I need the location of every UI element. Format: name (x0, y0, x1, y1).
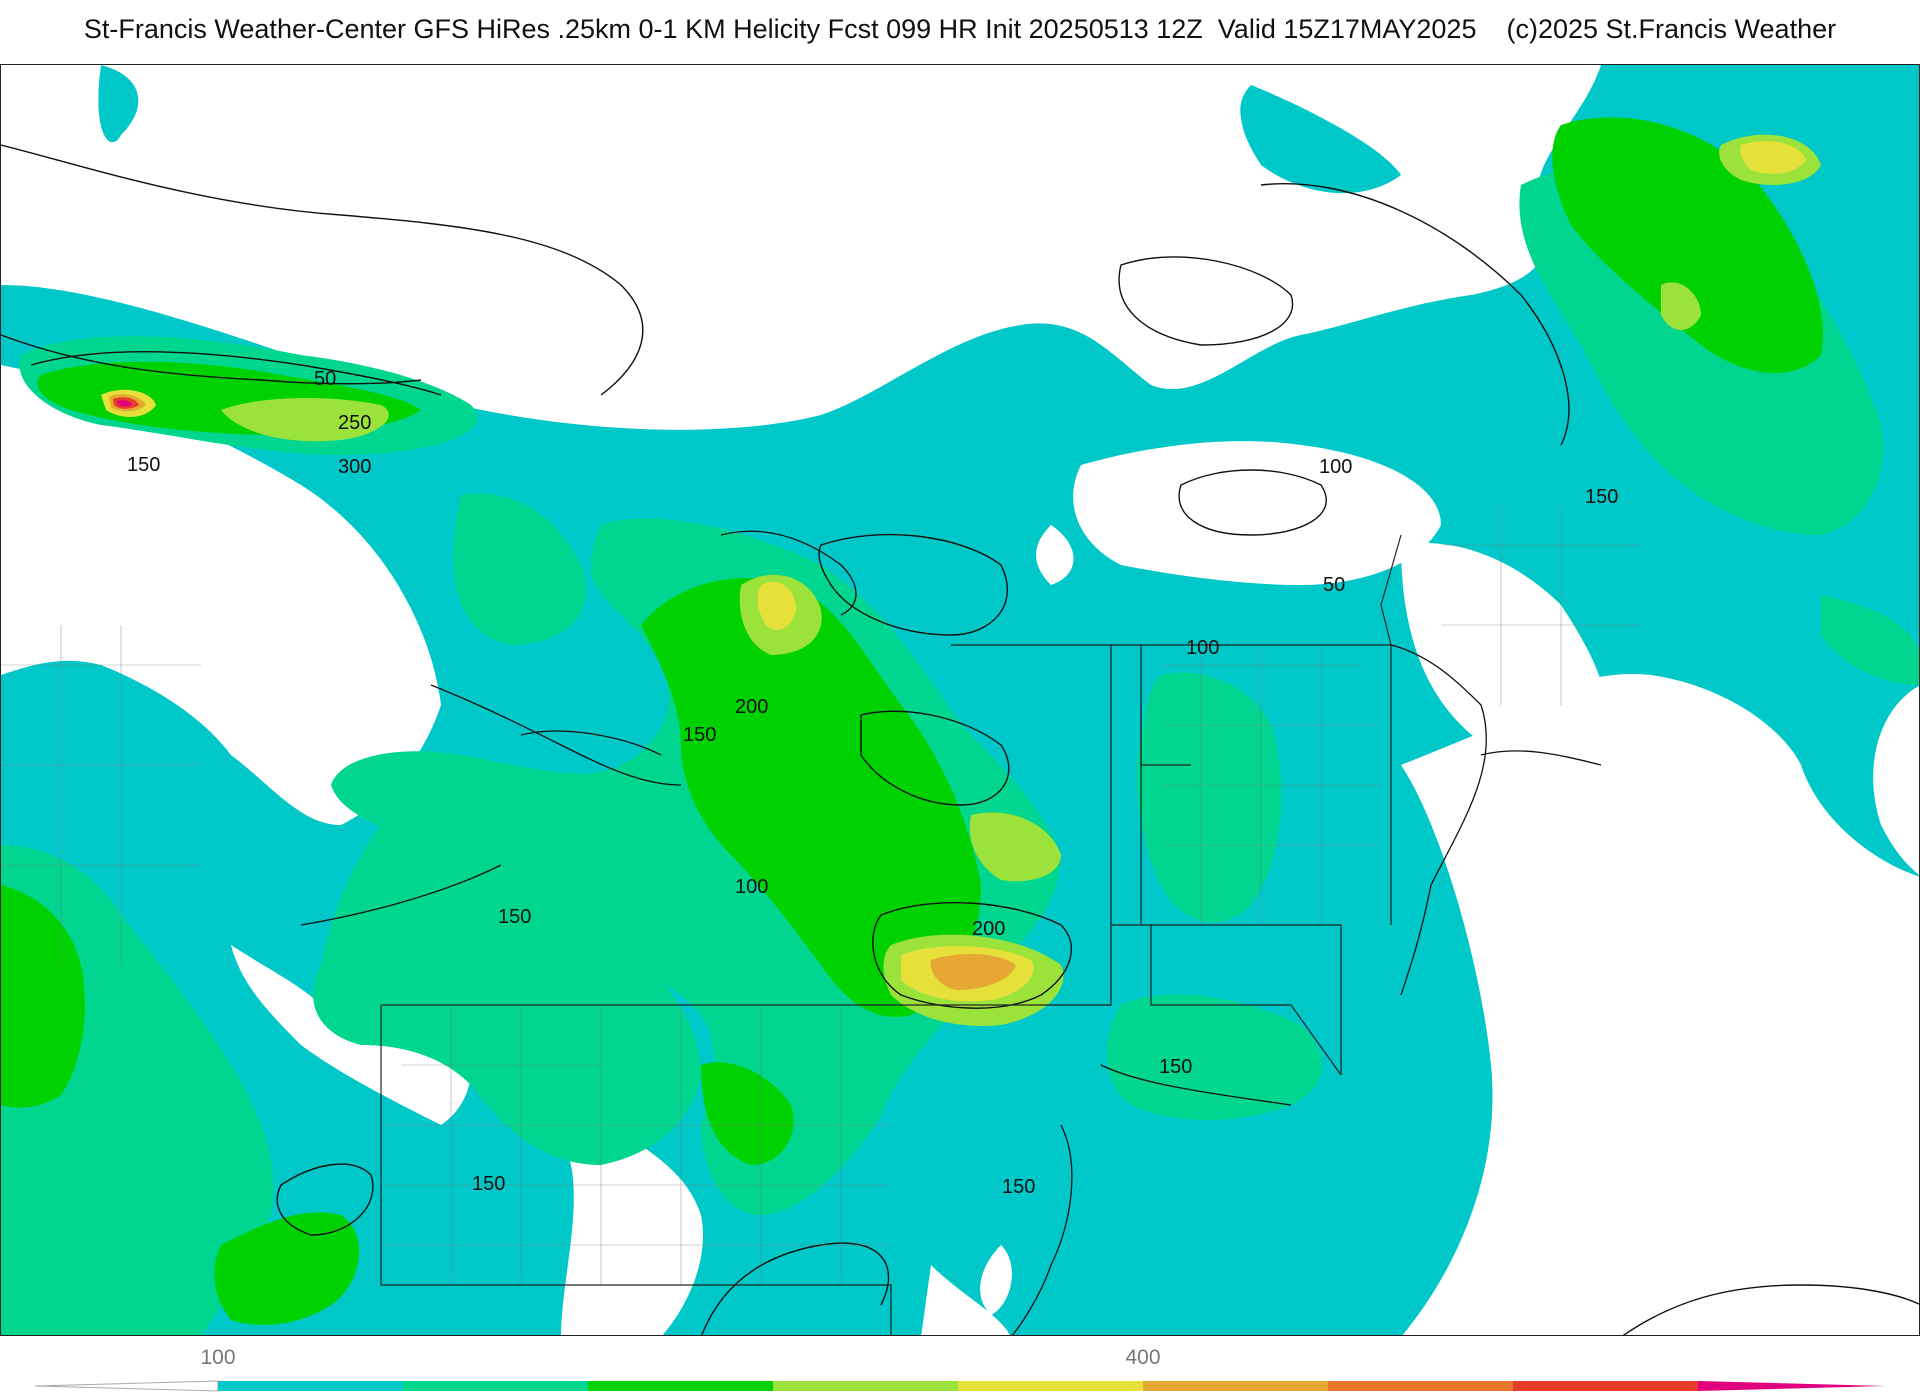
contour-label: 200 (972, 918, 1005, 940)
legend-bin (1513, 1381, 1698, 1391)
legend-bin (958, 1381, 1143, 1391)
contour-label: 50 (1323, 574, 1345, 596)
contour-label: 100 (1319, 456, 1352, 478)
legend-bin (1328, 1381, 1513, 1391)
contour-label: 200 (735, 696, 768, 718)
coastlines (300, 530, 1602, 1335)
contour-labels: 50 250 300 150 100 50 150 100 200 150 10… (127, 368, 1618, 1198)
contour-label: 150 (1159, 1056, 1192, 1078)
contour-label: 150 (127, 454, 160, 476)
contour-label: 150 (1002, 1176, 1035, 1198)
helicity-contour-lines (1, 144, 1919, 1335)
map-canvas: 50 250 300 150 100 50 150 100 200 150 10… (1, 65, 1919, 1335)
contour-label: 150 (472, 1173, 505, 1195)
helicity-below-100-north (1, 65, 1609, 773)
helicity-map: 50 250 300 150 100 50 150 100 200 150 10… (0, 64, 1920, 1336)
contour-label: 100 (1186, 637, 1219, 659)
legend-tick-label: 400 (1125, 1346, 1161, 1369)
legend-tick-label: 100 (200, 1346, 236, 1369)
county-lines (1, 505, 1641, 1285)
legend-bin (588, 1381, 773, 1391)
contour-label: 150 (683, 724, 716, 746)
contour-label: 50 (314, 368, 336, 390)
contour-label: 100 (735, 876, 768, 898)
legend-bin (403, 1381, 588, 1391)
contour-label: 150 (498, 906, 531, 928)
legend-bin (1143, 1381, 1328, 1391)
contour-label: 150 (1585, 486, 1618, 508)
helicity-max-core (113, 397, 139, 409)
map-title: St-Francis Weather-Center GFS HiRes .25k… (83, 14, 1837, 44)
legend-bin (773, 1381, 958, 1391)
state-boundaries (380, 534, 1402, 1335)
contour-label: 250 (338, 412, 371, 434)
contour-label: 300 (338, 456, 371, 478)
legend-colorbar (34, 1380, 1885, 1392)
legend-bin (218, 1381, 403, 1391)
color-scale-legend: 100 400 (0, 1336, 1920, 1400)
